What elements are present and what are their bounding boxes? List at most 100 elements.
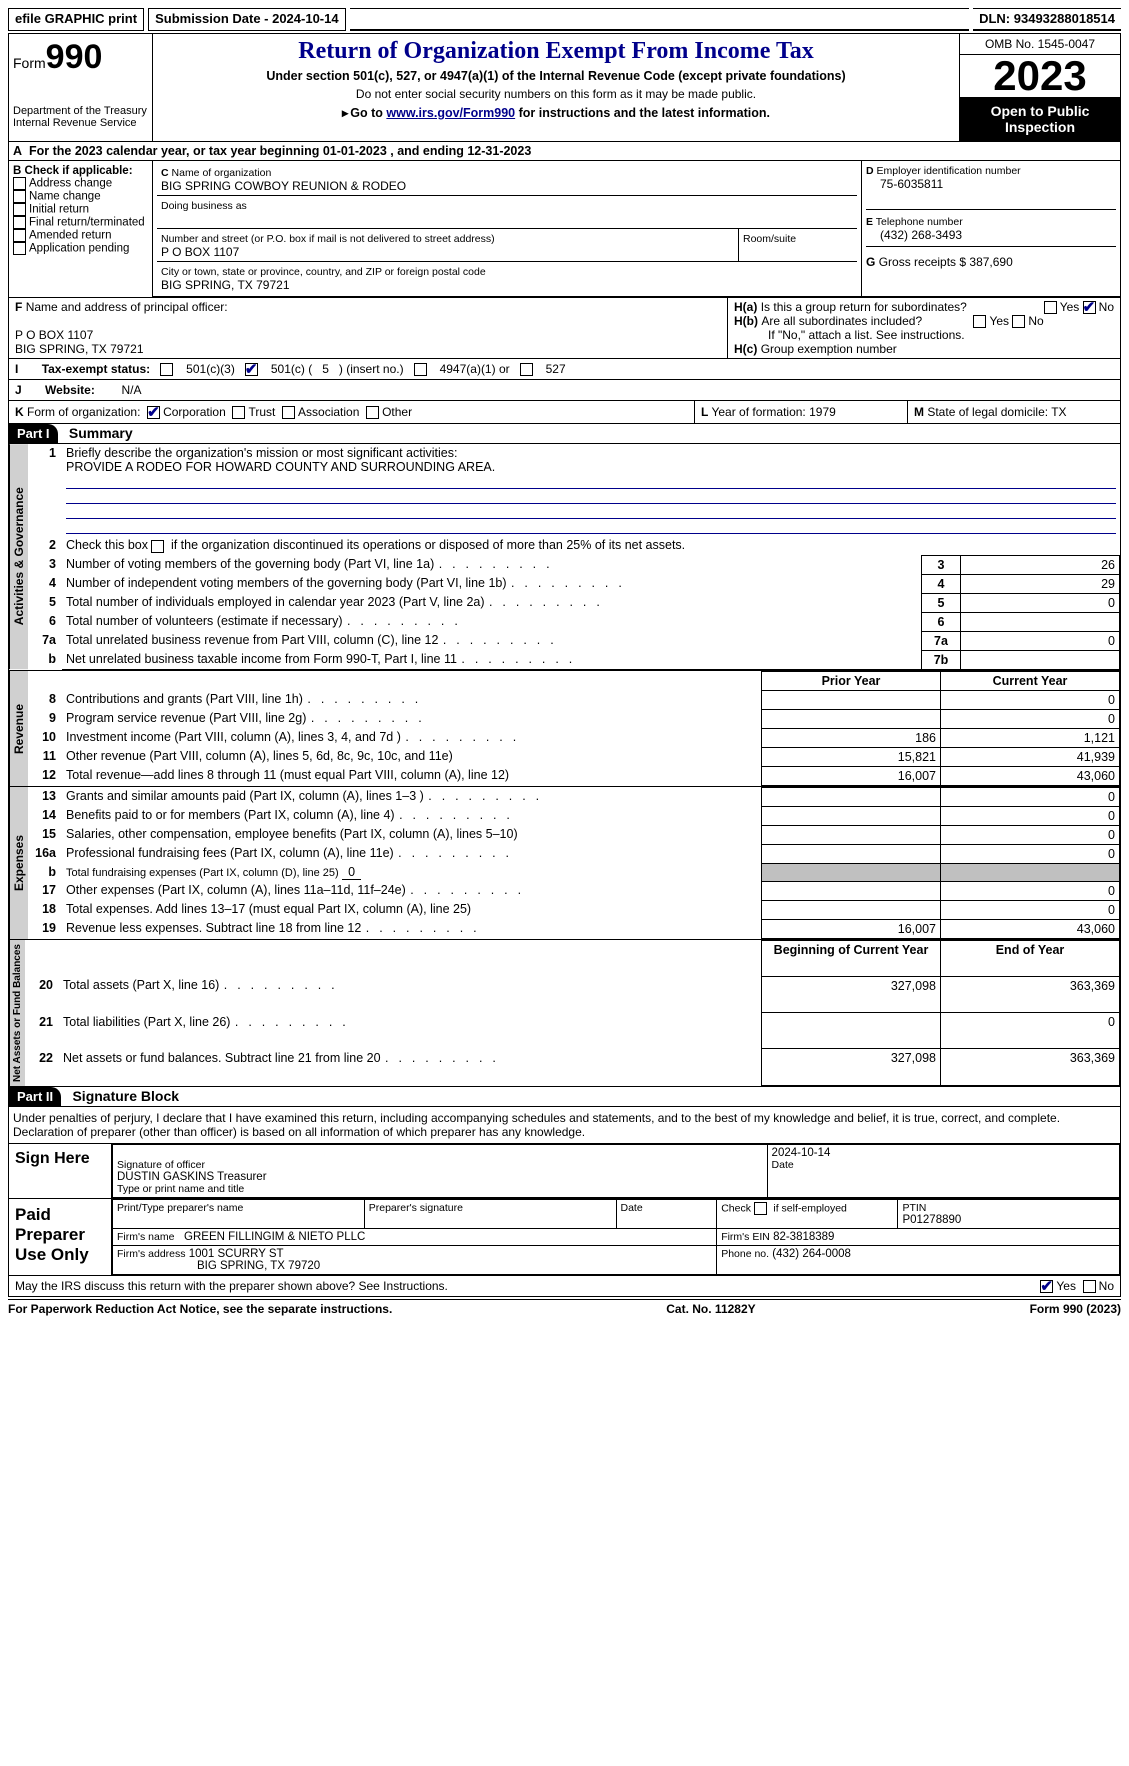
checkbox-address-change[interactable] [13,177,26,190]
checkbox-501c3[interactable] [160,363,173,376]
checkbox-501c[interactable] [245,363,258,376]
year-formation: 1979 [809,405,836,419]
line17-curr: 0 [941,881,1120,900]
state-domicile: TX [1051,405,1066,419]
line20-boy: 327,098 [762,976,941,1012]
officer-addr1: P O BOX 1107 [15,328,93,342]
firm-phone: (432) 264-0008 [772,1248,851,1260]
checkbox-4947[interactable] [414,363,427,376]
checkbox-other[interactable] [366,406,379,419]
open-to-public: Open to Public Inspection [960,97,1120,141]
form-header: Form990 Department of the Treasury Inter… [8,33,1121,142]
line22-boy: 327,098 [762,1049,941,1085]
part1-label: Part I [9,424,58,443]
gross-receipts: 387,690 [969,255,1012,269]
line21-eoy: 0 [941,1013,1120,1049]
current-year-header: Current Year [941,671,1120,690]
eoy-header: End of Year [941,940,1120,976]
vtab-activities: Activities & Governance [9,444,28,669]
line13-curr: 0 [941,787,1120,806]
line11-prior: 15,821 [762,747,941,766]
pra-notice: For Paperwork Reduction Act Notice, see … [8,1302,392,1316]
checkbox-final-return[interactable] [13,216,26,229]
officer-name: DUSTIN GASKINS Treasurer [117,1171,267,1183]
room-suite-label: Room/suite [743,233,796,245]
checkbox-name-change[interactable] [13,190,26,203]
line22-eoy: 363,369 [941,1049,1120,1085]
checkbox-hb-no[interactable] [1012,315,1025,328]
line19-curr: 43,060 [941,919,1120,938]
firm-ein: 82-3818389 [773,1231,834,1243]
subtitle-2: Do not enter social security numbers on … [161,87,951,101]
prior-year-header: Prior Year [762,671,941,690]
line19-prior: 16,007 [762,919,941,938]
telephone: (432) 268-3493 [866,228,962,242]
checkbox-hb-yes[interactable] [973,315,986,328]
section-b: B Check if applicable: Address change Na… [9,161,153,297]
line10-prior: 186 [762,728,941,747]
hb-note: If "No," attach a list. See instructions… [734,328,1114,342]
line16b-value: 0 [342,865,361,880]
checkbox-ha-yes[interactable] [1044,301,1057,314]
paid-preparer-label: Paid Preparer Use Only [9,1199,112,1275]
mission: PROVIDE A RODEO FOR HOWARD COUNTY AND SU… [66,460,495,474]
perjury-declaration: Under penalties of perjury, I declare th… [8,1107,1121,1144]
line4-value: 29 [961,574,1120,593]
line14-curr: 0 [941,806,1120,825]
sign-here-label: Sign Here [9,1144,112,1198]
dept-treasury: Department of the Treasury [13,105,148,117]
checkbox-amended[interactable] [13,229,26,242]
officer-addr2: BIG SPRING, TX 79721 [15,342,144,356]
checkbox-discuss-no[interactable] [1083,1280,1096,1293]
form-title: Return of Organization Exempt From Incom… [161,38,951,65]
line7b-value [961,650,1120,669]
part1-title: Summary [61,425,133,441]
line12-prior: 16,007 [762,766,941,785]
form-number: 990 [46,38,103,76]
form-label: Form [13,55,46,71]
line18-curr: 0 [941,900,1120,919]
vtab-expenses: Expenses [9,787,28,939]
website: N/A [122,383,142,397]
group-exemption: Group exemption number [761,342,897,356]
city-state-zip: BIG SPRING, TX 79721 [161,278,290,292]
discuss-question: May the IRS discuss this return with the… [15,1279,448,1293]
cat-no: Cat. No. 11282Y [666,1302,755,1316]
efile-print-button[interactable]: efile GRAPHIC print [8,8,144,31]
ein: 75-6035811 [866,177,943,191]
part2-title: Signature Block [64,1088,179,1104]
checkbox-corp[interactable] [147,406,160,419]
ptin: P01278890 [902,1214,961,1226]
topbar: efile GRAPHIC print Submission Date - 20… [8,8,1121,31]
vtab-revenue: Revenue [9,671,28,786]
irs-link[interactable]: www.irs.gov/Form990 [386,106,515,120]
submission-date: Submission Date - 2024-10-14 [148,8,346,31]
checkbox-assoc[interactable] [282,406,295,419]
checkbox-initial-return[interactable] [13,203,26,216]
checkbox-application-pending[interactable] [13,242,26,255]
checkbox-527[interactable] [520,363,533,376]
line3-value: 26 [961,555,1120,574]
irs-label: Internal Revenue Service [13,117,148,129]
firm-name: GREEN FILLINGIM & NIETO PLLC [184,1231,365,1243]
street-address: P O BOX 1107 [161,245,239,259]
line10-curr: 1,121 [941,728,1120,747]
line16a-curr: 0 [941,844,1120,863]
checkbox-trust[interactable] [232,406,245,419]
line8-curr: 0 [941,690,1120,709]
firm-addr2: BIG SPRING, TX 79720 [117,1260,320,1272]
line15-curr: 0 [941,825,1120,844]
checkbox-self-employed[interactable] [754,1202,767,1215]
line5-value: 0 [961,593,1120,612]
line20-eoy: 363,369 [941,976,1120,1012]
checkbox-discontinued[interactable] [151,540,164,553]
subtitle-1: Under section 501(c), 527, or 4947(a)(1)… [161,69,951,83]
org-name: BIG SPRING COWBOY REUNION & RODEO [161,179,406,193]
form-footer: Form 990 (2023) [1030,1302,1121,1316]
vtab-netassets: Net Assets or Fund Balances [9,940,25,1086]
boy-header: Beginning of Current Year [762,940,941,976]
checkbox-discuss-yes[interactable] [1040,1280,1053,1293]
officer-label: Name and address of principal officer: [26,300,228,314]
checkbox-ha-no[interactable] [1083,301,1096,314]
line7a-value: 0 [961,631,1120,650]
